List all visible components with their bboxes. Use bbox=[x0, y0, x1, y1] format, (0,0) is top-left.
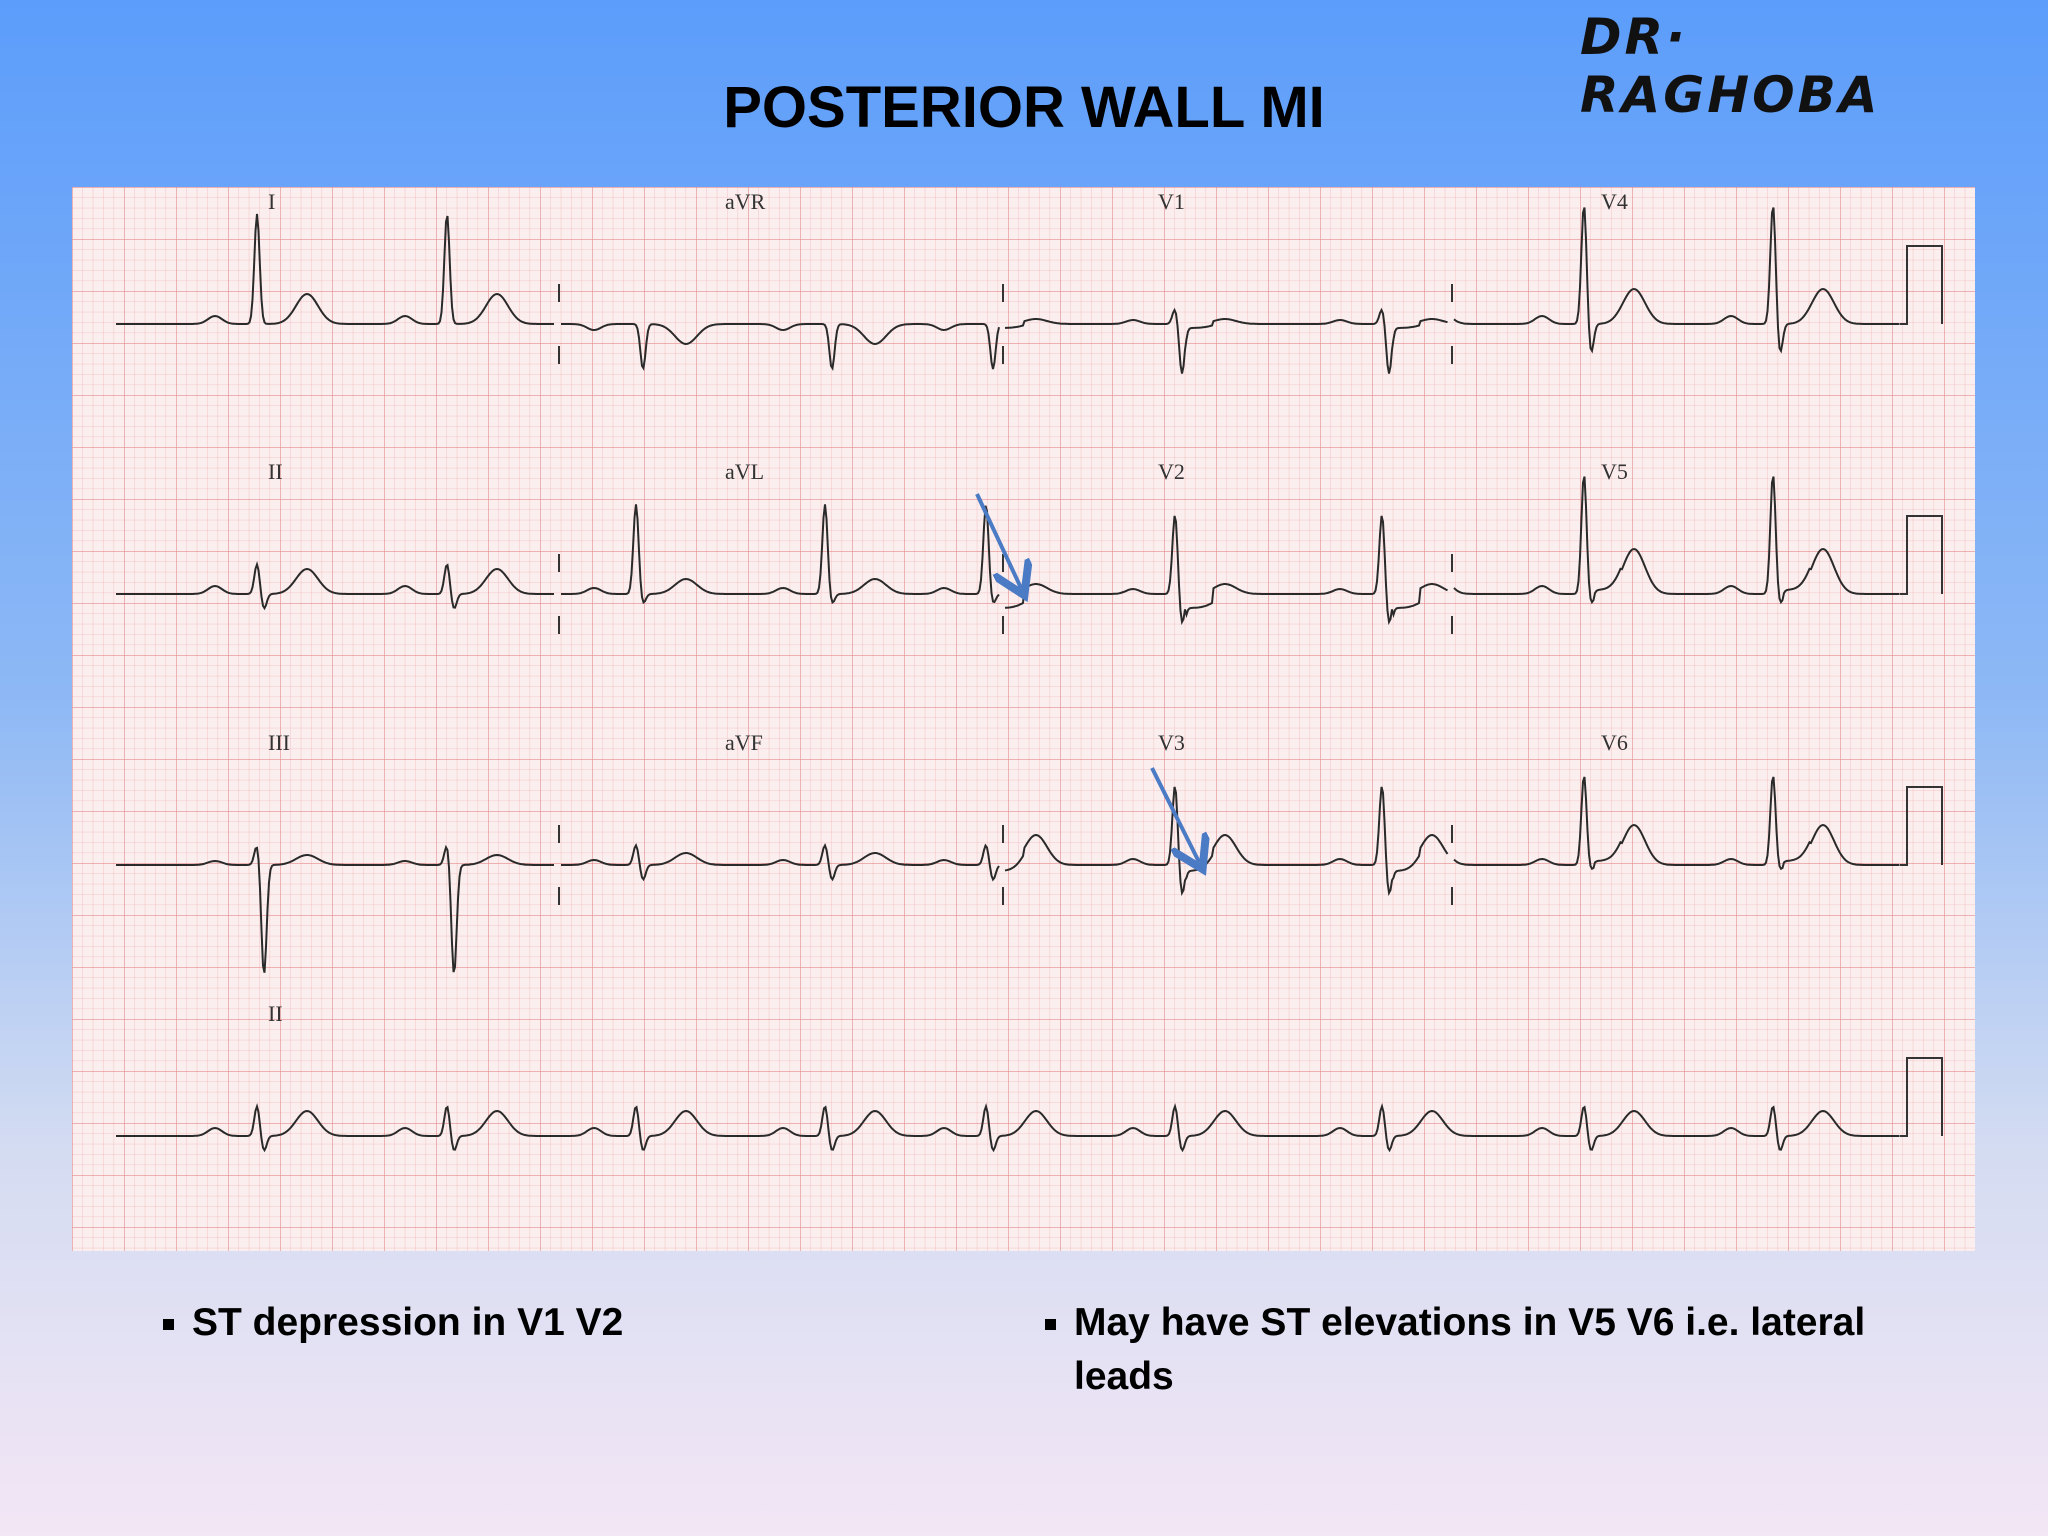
ecg-trace bbox=[561, 842, 1000, 882]
lead-label: V4 bbox=[1601, 189, 1628, 214]
ecg-trace bbox=[561, 504, 1000, 605]
lead-label: aVR bbox=[725, 189, 766, 214]
lead-label: aVL bbox=[725, 459, 764, 484]
lead-label: I bbox=[268, 189, 275, 214]
ecg-trace bbox=[1004, 515, 1448, 626]
lead-label: V3 bbox=[1158, 730, 1185, 755]
ecg-trace bbox=[116, 1102, 1900, 1153]
bullet: May have ST elevations in V5 V6 i.e. lat… bbox=[1074, 1296, 1914, 1404]
lead-label: V2 bbox=[1158, 459, 1185, 484]
ecg-trace bbox=[1453, 476, 1900, 605]
ecg-trace bbox=[1453, 776, 1900, 871]
calibration-pulse bbox=[1900, 515, 1943, 595]
arrow bbox=[1150, 767, 1199, 862]
lead-label: II bbox=[268, 1001, 283, 1026]
lead-label: V1 bbox=[1158, 189, 1185, 214]
slide-title: POSTERIOR WALL MI bbox=[723, 75, 1325, 140]
ecg-trace bbox=[1004, 786, 1449, 897]
calibration-pulse bbox=[1900, 1057, 1943, 1137]
bullet-list: ST depression in V1 V2 bbox=[176, 1296, 992, 1350]
lead-label: aVF bbox=[725, 730, 763, 755]
calibration-pulse bbox=[1900, 786, 1943, 866]
ecg-trace bbox=[1453, 207, 1900, 354]
bullet: ST depression in V1 V2 bbox=[192, 1296, 992, 1350]
author: DR· RAGHOBA bbox=[1580, 8, 1881, 124]
ecg-trace bbox=[116, 213, 554, 325]
calibration-pulse bbox=[1900, 245, 1943, 325]
ecg-trace bbox=[1005, 307, 1448, 374]
ecg-trace bbox=[116, 844, 554, 973]
lead-label: V5 bbox=[1601, 459, 1628, 484]
lead-label: V6 bbox=[1601, 730, 1628, 755]
arrow bbox=[975, 493, 1021, 588]
ecg-trace bbox=[561, 323, 1000, 372]
lead-label: III bbox=[268, 730, 290, 755]
ecg-trace bbox=[116, 560, 554, 611]
ecg-grid bbox=[72, 187, 1975, 1251]
bullet-list: May have ST elevations in V5 V6 i.e. lat… bbox=[1058, 1296, 1914, 1404]
lead-label: II bbox=[268, 459, 283, 484]
